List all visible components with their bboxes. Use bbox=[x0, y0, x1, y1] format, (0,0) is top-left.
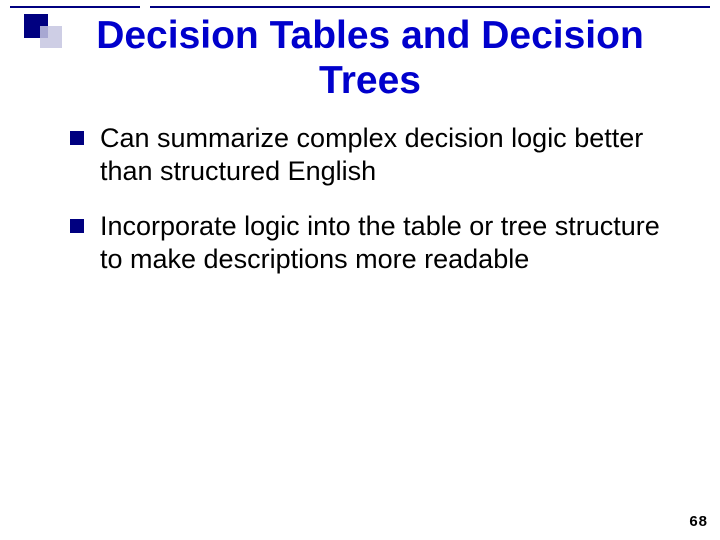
slide-content: Decision Tables and Decision Trees Can s… bbox=[0, 0, 720, 540]
bullet-item: Incorporate logic into the table or tree… bbox=[70, 210, 674, 276]
bullet-item: Can summarize complex decision logic bet… bbox=[70, 122, 674, 188]
page-number: 68 bbox=[689, 513, 708, 530]
slide-title: Decision Tables and Decision Trees bbox=[46, 14, 674, 104]
bullet-list: Can summarize complex decision logic bet… bbox=[46, 122, 674, 276]
